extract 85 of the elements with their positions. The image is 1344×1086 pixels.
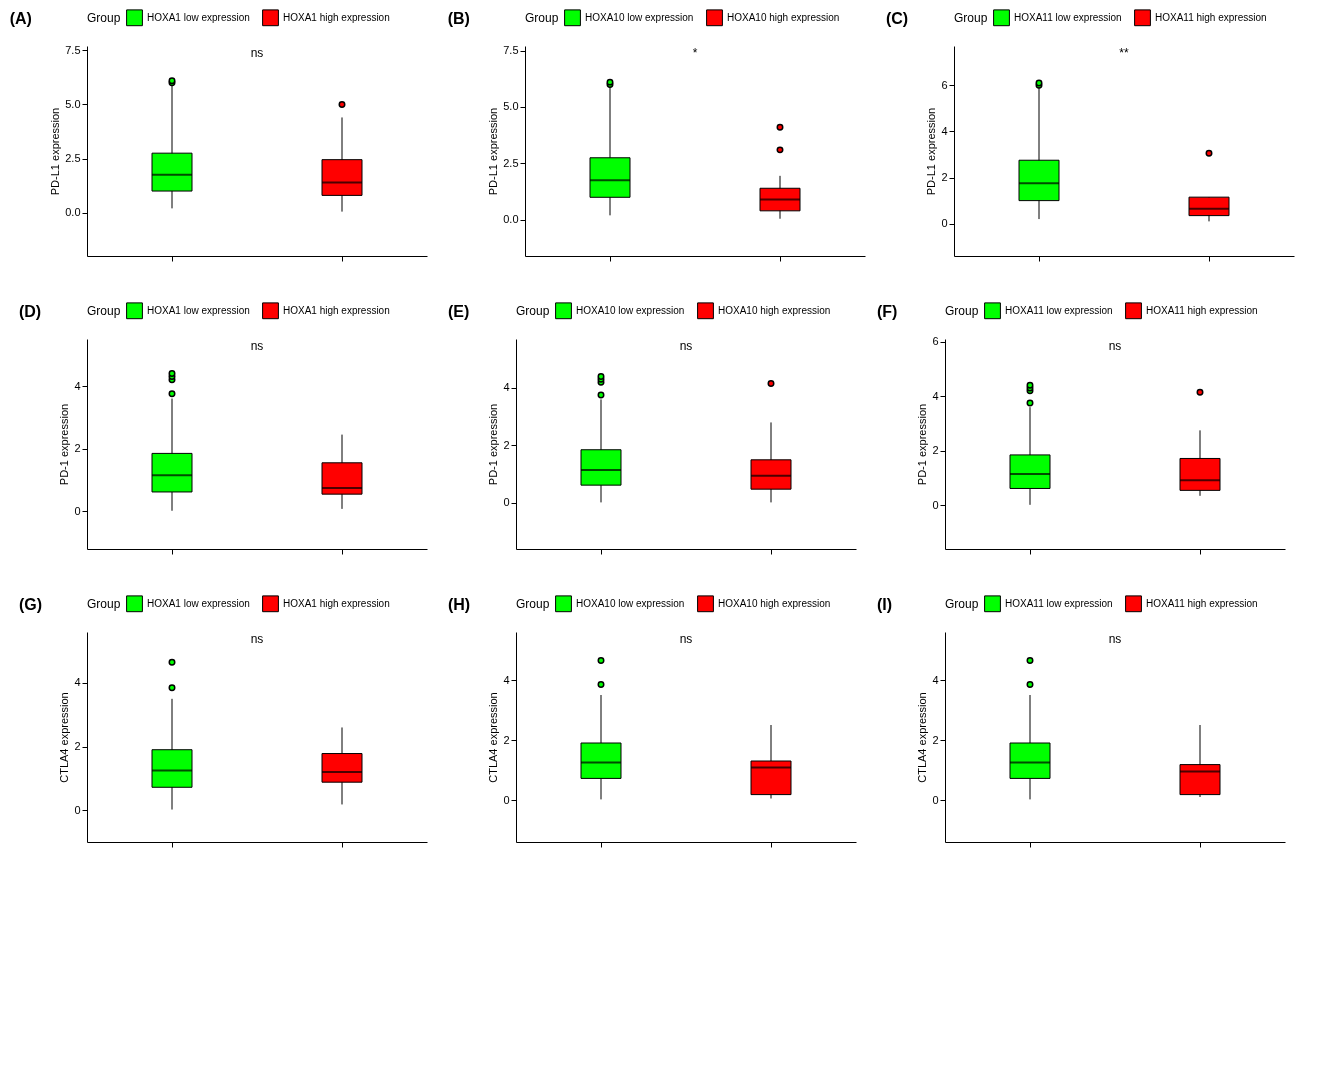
y-tick-label: 2 [503, 438, 510, 451]
y-tick-label: 0 [74, 803, 81, 816]
y-tick-label: 5.0 [65, 97, 81, 110]
annotation: * [692, 46, 698, 60]
y-tick-label: 0 [932, 498, 939, 511]
y-tick-label: 2 [74, 740, 81, 753]
y-axis-title: PD-1 expression [58, 403, 71, 486]
chart-title: (B) [447, 10, 470, 27]
legend-label: HOXA10 high expression [718, 597, 831, 609]
legend-label: HOXA1 high expression [283, 11, 390, 23]
y-tick-label: 4 [932, 673, 939, 686]
legend-label: HOXA1 low expression [147, 11, 250, 23]
annotation: ** [1119, 46, 1129, 60]
y-tick-label: 7.5 [65, 43, 81, 56]
legend-label: HOXA10 high expression [718, 304, 831, 316]
y-tick-label: 5.0 [503, 100, 519, 113]
legend-label: HOXA1 high expression [283, 304, 390, 316]
legend-title: Group [945, 304, 979, 318]
y-axis-title: PD-L1 expression [49, 107, 62, 196]
y-tick-label: 0 [932, 793, 939, 806]
annotation: ns [679, 632, 693, 646]
y-tick-label: 4 [74, 379, 81, 392]
y-tick-label: 0 [503, 793, 510, 806]
legend-label: HOXA10 low expression [585, 11, 694, 23]
legend-title: Group [516, 304, 550, 318]
y-tick-label: 0.0 [65, 206, 81, 219]
legend-label: HOXA10 high expression [727, 11, 840, 23]
y-tick-label: 2 [74, 442, 81, 455]
y-tick-label: 4 [932, 389, 939, 402]
legend-title: Group [954, 11, 988, 25]
legend-title: Group [516, 597, 550, 611]
legend-label: HOXA1 low expression [147, 304, 250, 316]
chart-title: (I) [876, 596, 892, 613]
y-tick-label: 2 [503, 733, 510, 746]
legend-label: HOXA10 low expression [576, 304, 685, 316]
legend-title: Group [87, 597, 121, 611]
annotation: ns [1108, 632, 1122, 646]
annotation: ns [250, 46, 264, 60]
y-tick-label: 4 [503, 673, 510, 686]
legend-label: HOXA11 low expression [1005, 597, 1113, 609]
y-tick-label: 6 [941, 78, 948, 91]
y-tick-label: 2 [932, 444, 939, 457]
y-tick-label: 2 [941, 171, 948, 184]
y-axis-title: CTLA4 expression [58, 692, 71, 783]
chart-title: (D) [18, 303, 42, 320]
y-tick-label: 2.5 [65, 152, 81, 165]
y-tick-label: 4 [941, 124, 948, 137]
legend-title: Group [87, 11, 121, 25]
y-tick-label: 0.0 [503, 213, 519, 226]
chart-title: (A) [9, 10, 32, 27]
legend-title: Group [945, 597, 979, 611]
y-axis-title: CTLA4 expression [487, 692, 500, 783]
y-axis-title: PD-L1 expression [487, 107, 500, 196]
legend-label: HOXA11 high expression [1146, 597, 1258, 609]
legend-title: Group [87, 304, 121, 318]
chart-title: (H) [447, 596, 471, 613]
y-tick-label: 0 [503, 496, 510, 509]
annotation: ns [679, 339, 693, 353]
legend-label: HOXA10 low expression [576, 597, 685, 609]
chart-title: (F) [876, 303, 898, 320]
y-axis-title: PD-1 expression [487, 403, 500, 486]
annotation: ns [250, 632, 264, 646]
y-axis-title: PD-L1 expression [925, 107, 938, 196]
legend-label: HOXA11 high expression [1146, 304, 1258, 316]
legend-title: Group [525, 11, 559, 25]
y-tick-label: 0 [74, 504, 81, 517]
y-tick-label: 4 [74, 676, 81, 689]
chart-title: (C) [885, 10, 909, 27]
legend-label: HOXA11 low expression [1005, 304, 1113, 316]
y-tick-label: 2 [932, 733, 939, 746]
y-tick-label: 6 [932, 335, 939, 348]
y-axis-title: CTLA4 expression [916, 692, 929, 783]
y-tick-label: 2.5 [503, 156, 519, 169]
legend-label: HOXA1 high expression [283, 597, 390, 609]
y-axis-title: PD-1 expression [916, 403, 929, 486]
chart-title: (G) [18, 596, 42, 613]
legend-label: HOXA1 low expression [147, 597, 250, 609]
annotation: ns [250, 339, 264, 353]
legend-label: HOXA11 high expression [1155, 11, 1267, 23]
annotation: ns [1108, 339, 1122, 353]
legend-label: HOXA11 low expression [1014, 11, 1122, 23]
y-tick-label: 4 [503, 381, 510, 394]
chart-title: (E) [447, 303, 470, 320]
y-tick-label: 7.5 [503, 44, 519, 57]
y-tick-label: 0 [941, 217, 948, 230]
